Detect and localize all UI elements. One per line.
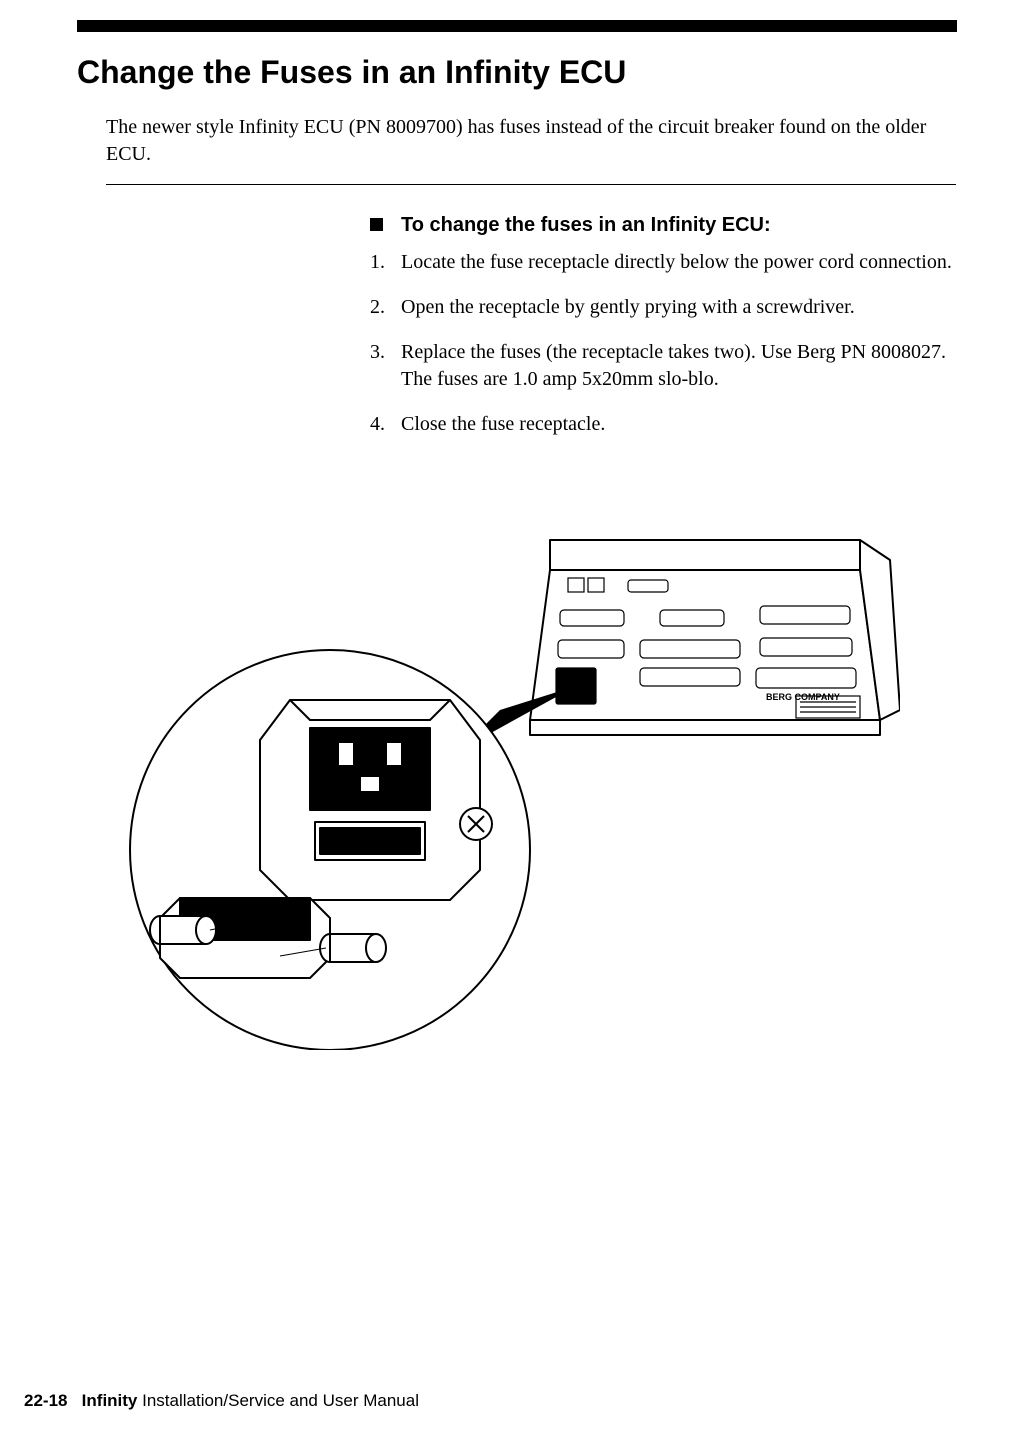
step-number: 4. [370,411,401,438]
step-text: Close the fuse receptacle. [401,411,956,438]
header-rule [77,20,957,32]
step-item: 3. Replace the fuses (the receptacle tak… [370,339,956,393]
step-number: 1. [370,249,401,276]
section-divider [106,184,956,185]
step-item: 1. Locate the fuse receptacle directly b… [370,249,956,276]
step-item: 2. Open the receptacle by gently prying … [370,294,956,321]
page-footer: 22-18 Infinity Installation/Service and … [24,1391,419,1411]
technical-illustration: BERG COMPANY [120,510,900,1050]
unit-brand-label: BERG COMPANY [766,692,840,702]
procedure-block: To change the fuses in an Infinity ECU: … [370,214,956,456]
footer-product-name: Infinity [82,1391,138,1410]
intro-paragraph: The newer style Infinity ECU (PN 8009700… [106,114,956,168]
page-title: Change the Fuses in an Infinity ECU [77,54,626,91]
step-text: Open the receptacle by gently prying wit… [401,294,956,321]
footer-manual-title: Installation/Service and User Manual [137,1391,419,1410]
step-item: 4. Close the fuse receptacle. [370,411,956,438]
procedure-title: To change the fuses in an Infinity ECU: [401,214,771,237]
step-text: Locate the fuse receptacle directly belo… [401,249,956,276]
step-number: 3. [370,339,401,393]
footer-page-number: 22-18 [24,1391,67,1410]
step-number: 2. [370,294,401,321]
step-text: Replace the fuses (the receptacle takes … [401,339,956,393]
square-bullet-icon [370,218,383,231]
